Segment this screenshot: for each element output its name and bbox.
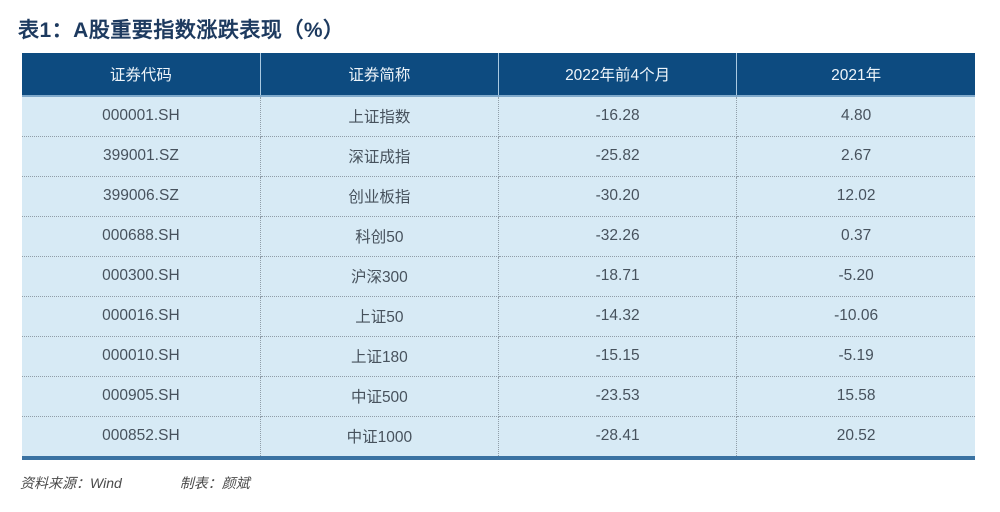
- cell-name: 上证50: [260, 296, 500, 337]
- table-footnote: 资料来源：Wind 制表：颜斌: [20, 473, 982, 493]
- cell-code: 000001.SH: [22, 96, 261, 137]
- cell-2022-change: -16.28: [498, 96, 738, 137]
- cell-code: 000300.SH: [22, 256, 261, 297]
- header-cell-code: 证券代码: [22, 53, 261, 97]
- table-row: 000001.SH 上证指数 -16.28 4.80: [22, 96, 975, 137]
- cell-name: 上证指数: [260, 96, 500, 137]
- cell-name: 上证180: [260, 336, 500, 377]
- table-header: 证券代码 证券简称 2022年前4个月 2021年: [22, 53, 975, 97]
- cell-2021-change: 0.37: [736, 216, 975, 257]
- table-row: 000300.SH 沪深300 -18.71 -5.20: [22, 256, 975, 297]
- cell-name: 创业板指: [260, 176, 500, 217]
- cell-2022-change: -23.53: [498, 376, 738, 417]
- cell-2021-change: 4.80: [736, 96, 975, 137]
- cell-code: 000688.SH: [22, 216, 261, 257]
- cell-code: 000010.SH: [22, 336, 261, 377]
- cell-code: 000905.SH: [22, 376, 261, 417]
- cell-code: 399001.SZ: [22, 136, 261, 177]
- report-table-figure: 表1：A股重要指数涨跌表现（%） 证券代码 证券简称 2022年前4个月 202…: [18, 19, 982, 493]
- header-cell-2021: 2021年: [736, 53, 975, 97]
- table-row: 399006.SZ 创业板指 -30.20 12.02: [22, 176, 975, 217]
- cell-2021-change: 12.02: [736, 176, 975, 217]
- cell-2022-change: -30.20: [498, 176, 738, 217]
- cell-name: 科创50: [260, 216, 500, 257]
- cell-code: 399006.SZ: [22, 176, 261, 217]
- table-row: 000010.SH 上证180 -15.15 -5.19: [22, 336, 975, 377]
- cell-2022-change: -28.41: [498, 416, 738, 456]
- header-cell-name: 证券简称: [260, 53, 500, 97]
- cell-name: 中证1000: [260, 416, 500, 456]
- cell-2022-change: -18.71: [498, 256, 738, 297]
- table-row: 399001.SZ 深证成指 -25.82 2.67: [22, 136, 975, 177]
- table-row: 000016.SH 上证50 -14.32 -10.06: [22, 296, 975, 337]
- table-row: 000852.SH 中证1000 -28.41 20.52: [22, 416, 975, 456]
- page-title: 表1：A股重要指数涨跌表现（%）: [18, 19, 345, 42]
- data-source-label: 资料来源：Wind: [20, 475, 122, 491]
- cell-2021-change: 20.52: [736, 416, 975, 456]
- cell-2021-change: -10.06: [736, 296, 975, 337]
- index-performance-table: 证券代码 证券简称 2022年前4个月 2021年 000001.SH 上证指数…: [22, 53, 975, 456]
- cell-2022-change: -32.26: [498, 216, 738, 257]
- cell-2022-change: -25.82: [498, 136, 738, 177]
- cell-2022-change: -14.32: [498, 296, 738, 337]
- table-body: 000001.SH 上证指数 -16.28 4.80 399001.SZ 深证成…: [22, 96, 975, 456]
- table-header-row: 证券代码 证券简称 2022年前4个月 2021年: [22, 53, 975, 97]
- cell-code: 000852.SH: [22, 416, 261, 456]
- header-cell-2022: 2022年前4个月: [498, 53, 738, 97]
- cell-name: 沪深300: [260, 256, 500, 297]
- cell-2021-change: -5.19: [736, 336, 975, 377]
- table-maker-label: 制表：颜斌: [179, 475, 250, 491]
- index-performance-table-wrap: 证券代码 证券简称 2022年前4个月 2021年 000001.SH 上证指数…: [22, 53, 975, 460]
- cell-2021-change: 15.58: [736, 376, 975, 417]
- cell-2021-change: 2.67: [736, 136, 975, 177]
- cell-name: 深证成指: [260, 136, 500, 177]
- table-row: 000905.SH 中证500 -23.53 15.58: [22, 376, 975, 417]
- cell-2022-change: -15.15: [498, 336, 738, 377]
- cell-name: 中证500: [260, 376, 500, 417]
- cell-2021-change: -5.20: [736, 256, 975, 297]
- cell-code: 000016.SH: [22, 296, 261, 337]
- table-row: 000688.SH 科创50 -32.26 0.37: [22, 216, 975, 257]
